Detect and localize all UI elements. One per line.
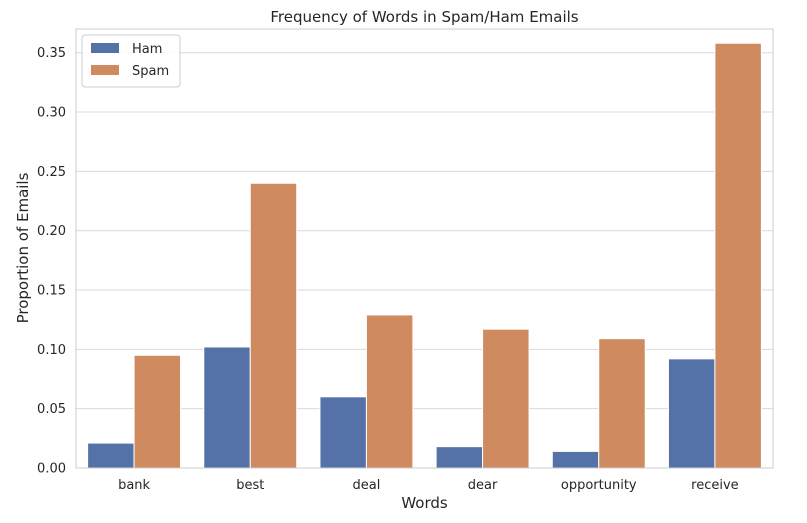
y-tick-label: 0.15 bbox=[37, 284, 66, 299]
x-tick-label: deal bbox=[353, 478, 381, 493]
legend-frame bbox=[81, 34, 181, 88]
bar-spam-bank bbox=[133, 354, 182, 469]
y-tick-label: 0.20 bbox=[37, 224, 66, 239]
bar-spam-dear bbox=[482, 328, 530, 469]
bar-ham-receive bbox=[667, 358, 716, 469]
y-tick-label: 0.25 bbox=[37, 165, 66, 180]
x-tick-label: bank bbox=[118, 478, 150, 493]
x-tick-label: opportunity bbox=[561, 478, 637, 493]
x-tick-label: best bbox=[236, 478, 264, 493]
bars bbox=[87, 42, 762, 469]
y-tick-label: 0.05 bbox=[37, 402, 66, 417]
y-tick-label: 0.30 bbox=[37, 106, 66, 121]
y-tick-label: 0.10 bbox=[37, 343, 66, 358]
y-axis-label: Proportion of Emails bbox=[14, 172, 32, 323]
chart-title: Frequency of Words in Spam/Ham Emails bbox=[270, 8, 578, 26]
bar-ham-bank bbox=[87, 442, 135, 469]
bar-spam-receive bbox=[714, 42, 762, 469]
legend-label-spam: Spam bbox=[132, 64, 169, 79]
bar-spam-deal bbox=[365, 314, 414, 469]
x-tick-label: dear bbox=[468, 478, 498, 493]
bar-spam-opportunity bbox=[598, 338, 646, 469]
legend-label-ham: Ham bbox=[132, 42, 162, 57]
plot-area bbox=[76, 29, 773, 468]
y-tick-label: 0.00 bbox=[37, 462, 66, 477]
bar-ham-opportunity bbox=[551, 450, 600, 469]
bar-ham-deal bbox=[319, 396, 367, 469]
bar-ham-best bbox=[203, 346, 251, 469]
y-axis-ticks: 0.00 0.05 0.10 0.15 0.20 0.25 0.30 0.35 bbox=[37, 46, 66, 476]
x-axis-label: Words bbox=[401, 494, 448, 512]
legend-swatch-ham bbox=[91, 43, 119, 53]
plot-frame bbox=[75, 28, 774, 469]
x-tick-label: receive bbox=[691, 478, 739, 493]
x-axis-ticks: bank best deal dear opportunity receive bbox=[118, 478, 739, 493]
y-tick-label: 0.35 bbox=[37, 46, 66, 61]
bar-ham-dear bbox=[435, 446, 484, 469]
legend: Ham Spam bbox=[81, 34, 181, 88]
legend-swatch-spam bbox=[91, 65, 119, 75]
bar-spam-best bbox=[249, 182, 298, 469]
